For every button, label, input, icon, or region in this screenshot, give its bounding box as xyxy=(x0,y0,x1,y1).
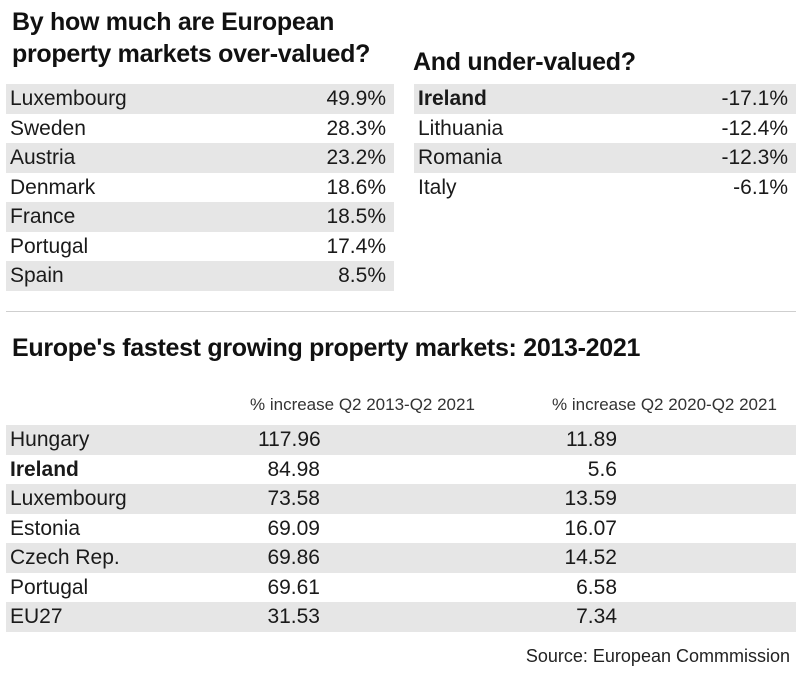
overvalued-row: Luxembourg 49.9% xyxy=(6,84,394,114)
growth-row: Hungary 117.96 11.89 xyxy=(6,425,796,455)
growth-2013-2021-value: 69.09 xyxy=(267,516,320,540)
overvalued-country: Luxembourg xyxy=(10,87,127,110)
overvalued-row: Denmark 18.6% xyxy=(6,173,394,203)
growth-country: Estonia xyxy=(10,516,81,540)
undervalued-country: Italy xyxy=(418,175,457,199)
undervalued-country: Lithuania xyxy=(418,116,504,140)
overvalued-country: Portugal xyxy=(10,234,89,258)
undervalued-value: -6.1% xyxy=(733,175,788,199)
growth-2020-2021-value: 13.59 xyxy=(564,487,617,510)
overvalued-value: 28.3% xyxy=(326,116,386,140)
column-header-2020-2021: % increase Q2 2020-Q2 2021 xyxy=(552,395,777,414)
growth-2013-2021-value: 84.98 xyxy=(267,457,320,481)
growth-row: Luxembourg 73.58 13.59 xyxy=(6,484,796,514)
growth-2013-2021-value: 73.58 xyxy=(267,487,320,510)
growth-country: Luxembourg xyxy=(10,487,127,510)
undervalued-value: -12.3% xyxy=(721,146,788,169)
overvalued-value: 18.5% xyxy=(326,205,386,228)
overvalued-row: Portugal 17.4% xyxy=(6,232,394,262)
growth-country: Ireland xyxy=(10,457,79,481)
growth-2013-2021-value: 117.96 xyxy=(258,428,321,451)
growth-2020-2021-value: 6.58 xyxy=(576,575,617,599)
growth-row: Ireland 84.98 5.6 xyxy=(6,455,796,485)
growth-country: EU27 xyxy=(10,605,63,628)
overvalued-row: Spain 8.5% xyxy=(6,261,394,291)
overvalued-row: France 18.5% xyxy=(6,202,394,232)
overvalued-row: Sweden 28.3% xyxy=(6,114,394,144)
overvalued-value: 23.2% xyxy=(326,146,386,169)
overvalued-country: France xyxy=(10,205,76,228)
undervalued-row: Romania -12.3% xyxy=(414,143,796,173)
growth-country: Hungary xyxy=(10,428,90,451)
fastest-growing-title: Europe's fastest growing property market… xyxy=(12,334,641,362)
undervalued-value: -17.1% xyxy=(721,87,788,110)
growth-row: Czech Rep. 69.86 14.52 xyxy=(6,543,796,573)
growth-2020-2021-value: 7.34 xyxy=(576,605,617,628)
undervalued-title: And under-valued? xyxy=(413,48,636,76)
overvalued-value: 18.6% xyxy=(326,175,386,199)
undervalued-row: Italy -6.1% xyxy=(414,173,796,203)
undervalued-row: Ireland -17.1% xyxy=(414,84,796,114)
overvalued-value: 17.4% xyxy=(326,234,386,258)
column-header-2013-2021: % increase Q2 2013-Q2 2021 xyxy=(250,395,475,414)
growth-2013-2021-value: 69.86 xyxy=(267,546,320,569)
growth-2020-2021-value: 14.52 xyxy=(564,546,617,569)
growth-row: Portugal 69.61 6.58 xyxy=(6,573,796,603)
undervalued-table: Ireland -17.1% Lithuania -12.4% Romania -12.3… xyxy=(414,84,796,202)
overvalued-value: 8.5% xyxy=(338,264,386,287)
growth-country: Czech Rep. xyxy=(10,546,120,569)
overvalued-country: Denmark xyxy=(10,175,96,199)
growth-row: EU27 31.53 7.34 xyxy=(6,602,796,632)
growth-2013-2021-value: 69.61 xyxy=(267,575,320,599)
undervalued-country: Romania xyxy=(418,146,503,169)
overvalued-title: By how much are European property market… xyxy=(12,8,371,68)
growth-2020-2021-value: 16.07 xyxy=(564,516,617,540)
fastest-growing-table: Hungary 117.96 11.89 Ireland 84.98 5.6 Luxembo… xyxy=(6,425,796,632)
undervalued-row: Lithuania -12.4% xyxy=(414,114,796,144)
undervalued-country: Ireland xyxy=(418,87,487,110)
growth-country: Portugal xyxy=(10,575,89,599)
overvalued-value: 49.9% xyxy=(326,87,386,110)
growth-row: Estonia 69.09 16.07 xyxy=(6,514,796,544)
overvalued-table: Luxembourg 49.9% Sweden 28.3% Austria 23.2% De… xyxy=(6,84,394,291)
overvalued-row: Austria 23.2% xyxy=(6,143,394,173)
growth-2013-2021-value: 31.53 xyxy=(267,605,320,628)
overvalued-country: Spain xyxy=(10,264,64,287)
source-note: Source: European Commmission xyxy=(525,646,790,666)
overvalued-country: Sweden xyxy=(10,116,86,140)
undervalued-value: -12.4% xyxy=(721,116,788,140)
growth-2020-2021-value: 5.6 xyxy=(587,457,617,481)
growth-2020-2021-value: 11.89 xyxy=(566,428,617,451)
overvalued-country: Austria xyxy=(10,146,76,169)
section-divider xyxy=(6,311,796,312)
